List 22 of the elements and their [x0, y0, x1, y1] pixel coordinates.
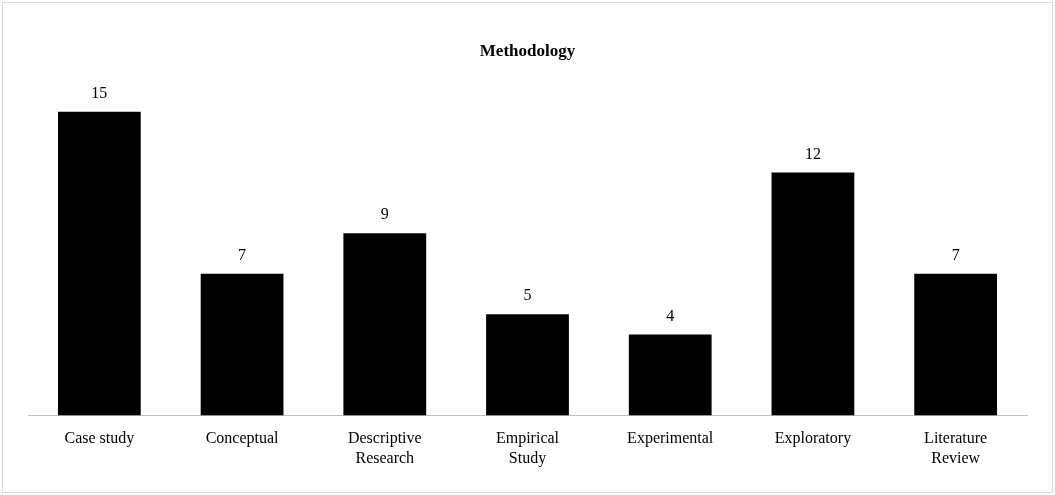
x-tick-label: Empirical Study: [495, 429, 560, 467]
bar: [628, 334, 712, 416]
data-label: 5: [523, 286, 532, 304]
bar: [343, 233, 427, 416]
data-label: 7: [238, 245, 247, 263]
bar: [57, 111, 141, 416]
x-tick-label: Exploratory: [774, 429, 852, 448]
x-tick-label: Experimental: [627, 429, 714, 448]
data-label: 15: [91, 83, 108, 101]
bar: [486, 314, 569, 416]
x-tick-label: Case study: [64, 429, 135, 448]
data-label: 9: [380, 205, 389, 223]
data-label: 4: [666, 306, 675, 324]
bar: [914, 273, 998, 416]
x-tick-label: Descriptive Research: [347, 429, 422, 466]
x-tick-label: Conceptual: [205, 429, 280, 448]
data-label: 7: [951, 245, 960, 263]
x-tick-label: Literature Review: [924, 429, 988, 466]
data-label: 12: [804, 144, 821, 162]
chart-title: Methodology: [479, 40, 576, 60]
bar: [200, 273, 284, 416]
bar: [771, 172, 855, 416]
